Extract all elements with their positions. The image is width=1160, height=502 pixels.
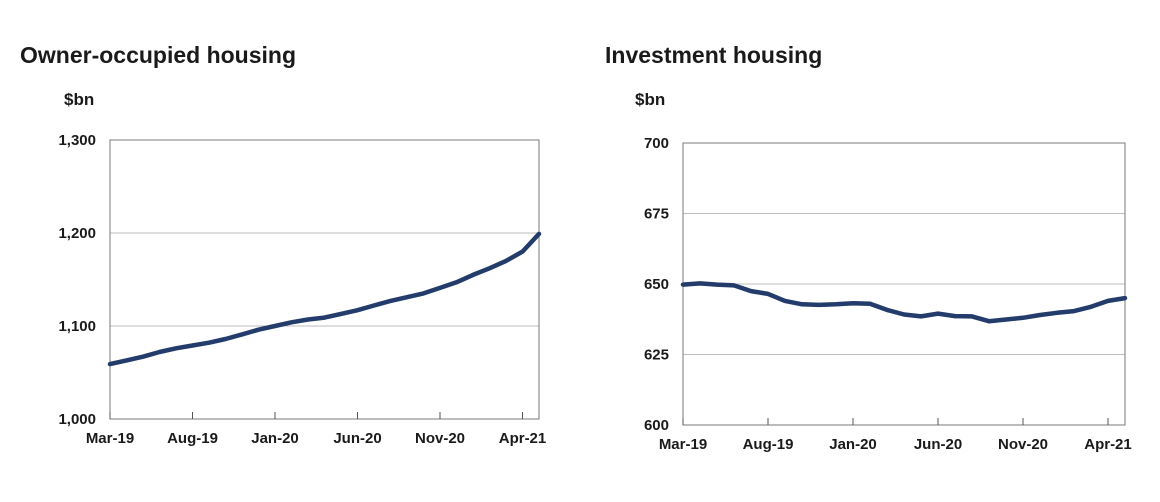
x-tick-label: Nov-20: [998, 436, 1048, 453]
x-tick-label: Jan-20: [829, 436, 877, 453]
plot-frame: [109, 139, 540, 420]
x-tick-label: Nov-20: [415, 430, 465, 447]
investment-chart: Investment housing $bn 600 625 650 675 700 Ma…: [580, 0, 1160, 502]
y-tick-label: 1,000: [58, 411, 96, 428]
y-tick-label: 1,100: [58, 318, 96, 335]
x-tick-label: Jun-20: [914, 436, 962, 453]
y-tick-label: 625: [644, 347, 669, 364]
x-tick-label: Jan-20: [251, 430, 299, 447]
investment-plot: 600 625 650 675 700 Mar-19 Aug-19 Jan-20 Jun-20 N…: [644, 135, 1132, 453]
x-tick-label: Mar-19: [86, 430, 134, 447]
y-axis-unit-label: $bn: [635, 90, 666, 109]
y-tick-label: 1,200: [58, 225, 96, 242]
x-tick-label: Apr-21: [499, 430, 547, 447]
x-tick-label: Jun-20: [333, 430, 381, 447]
x-tick-label: Mar-19: [659, 436, 707, 453]
series-line: [680, 281, 1128, 324]
owner-occupied-plot: 1,000 1,100 1,200 1,300 Mar-19 Aug-19 Jan-20 Ju…: [58, 132, 547, 447]
y-tick-label: 600: [644, 417, 669, 434]
x-tick-label: Aug-19: [167, 430, 218, 447]
y-tick-label: 1,300: [58, 132, 96, 149]
owner-occupied-chart: Owner-occupied housing $bn 1,000 1,100 1,2…: [20, 42, 547, 447]
y-tick-label: 675: [644, 206, 669, 223]
x-tick-label: Apr-21: [1084, 436, 1132, 453]
chart-title: Owner-occupied housing: [20, 42, 297, 68]
chart-title: Investment housing: [605, 42, 823, 68]
y-tick-label: 700: [644, 135, 669, 152]
y-axis-unit-label: $bn: [64, 90, 95, 109]
x-tick-label: Aug-19: [743, 436, 794, 453]
series-line: [107, 231, 542, 367]
y-tick-label: 650: [644, 276, 669, 293]
